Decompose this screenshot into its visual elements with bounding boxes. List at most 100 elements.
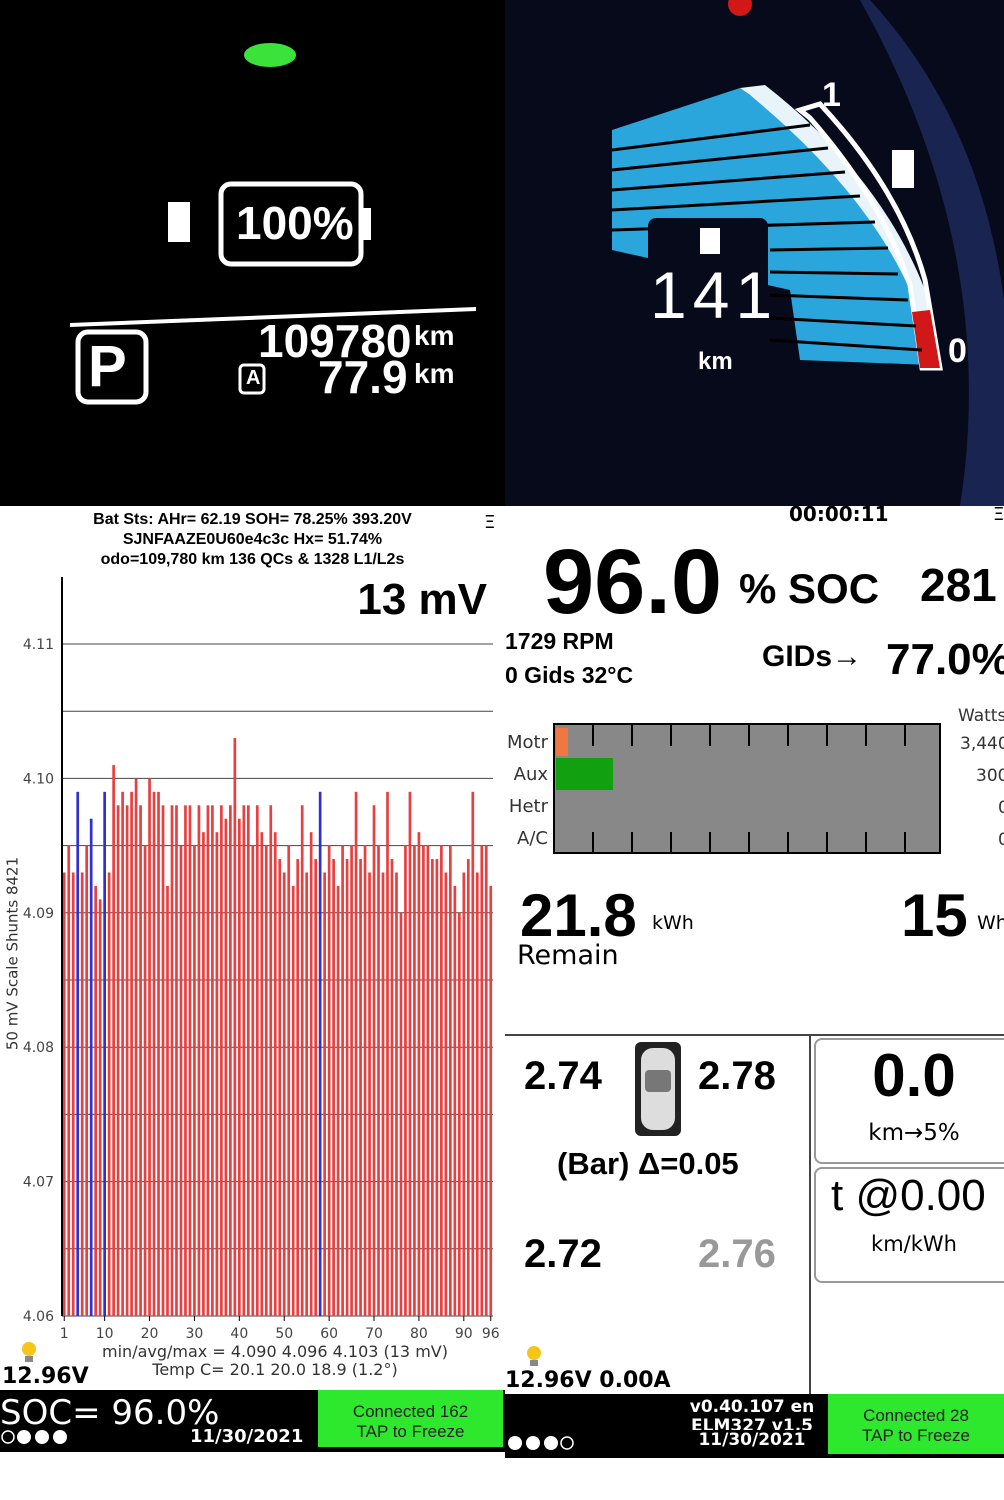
- x-tick-label: 40: [230, 1326, 248, 1342]
- efficiency-unit: km/kWh: [871, 1232, 957, 1256]
- power-row-label: Motr: [506, 732, 548, 753]
- distance-box: [814, 1038, 1004, 1164]
- dashboard-graphics: [69, 0, 1004, 506]
- tire-rear-left: 2.72: [524, 1232, 602, 1276]
- dashboard-photo: 100% P 109780 km A 77.9 km 141 km 1 0: [0, 0, 1004, 506]
- x-tick-label: 10: [96, 1326, 114, 1342]
- soc-value: 96.0: [543, 531, 723, 633]
- gids-label: GIDs→: [762, 640, 863, 673]
- cell-bar: [255, 805, 259, 1316]
- cell-bar: [246, 805, 250, 1316]
- cell-bar: [94, 885, 98, 1316]
- cell-bar: [305, 872, 309, 1316]
- cell-bar: [242, 805, 246, 1316]
- cell-bar: [121, 791, 124, 1316]
- freeze-button[interactable]: Connected 28 TAP to Freeze: [828, 1394, 1004, 1454]
- trip-label: A: [246, 367, 261, 389]
- button-line: TAP to Freeze: [356, 1422, 465, 1441]
- gids-percent: 77.0%: [886, 635, 1004, 684]
- cell-bar: [152, 791, 156, 1316]
- y-tick-label: 4.08: [23, 1040, 54, 1056]
- trip: 77.9: [318, 351, 408, 403]
- cell-bar: [269, 805, 273, 1316]
- cell-bar: [260, 832, 264, 1316]
- cell-bar: [71, 872, 75, 1316]
- x-tick-label: 90: [455, 1326, 473, 1342]
- aux-voltage-current: 12.96V 0.00A: [505, 1368, 671, 1393]
- cell-bar: [440, 845, 443, 1316]
- cell-bar: [264, 845, 268, 1316]
- cell-bar: [206, 805, 210, 1316]
- menu-icon[interactable]: Ξ: [993, 506, 1004, 525]
- cell-bar: [103, 791, 106, 1316]
- cell-bar: [471, 791, 475, 1316]
- cell-bar: [291, 885, 295, 1316]
- cell-bar: [139, 805, 142, 1316]
- y-tick-label: 4.11: [23, 637, 54, 653]
- cell-bar: [229, 805, 232, 1316]
- gauge-empty: 0: [948, 332, 967, 370]
- tire-front-right: 2.78: [698, 1054, 776, 1098]
- wh-value: 15: [901, 882, 968, 949]
- stats: min/avg/max = 4.090 4.096 4.103 (13 mV): [102, 1342, 448, 1361]
- wh-unit: Wh: [977, 912, 1004, 934]
- power-panel: [553, 723, 941, 854]
- cell-bar: [399, 912, 403, 1316]
- main-screen: 00:00:11 Ξ 96.0 % SOC 281 1729 RPM 0 Gid…: [505, 506, 1004, 1500]
- header-line: odo=109,780 km 136 QCs & 1328 L1/L2s: [100, 551, 405, 568]
- temperatures: Temp C= 20.1 20.0 18.9 (1.2°): [152, 1360, 398, 1379]
- cell-bar: [273, 832, 277, 1316]
- power-row-watts: 0: [998, 798, 1004, 818]
- cell-bar: [89, 818, 93, 1316]
- cell-bar: [390, 859, 394, 1316]
- cell-bar: [98, 899, 102, 1316]
- cell-bar: [484, 845, 488, 1316]
- cell-bar: [422, 845, 425, 1316]
- energy-unit: kWh: [652, 912, 694, 934]
- energy-value: 21.8: [520, 882, 637, 949]
- cell-bar: [197, 805, 201, 1316]
- watts-unit: Watts: [958, 706, 1004, 726]
- cell-bar: [417, 832, 421, 1316]
- x-tick-label: 20: [141, 1326, 159, 1342]
- cell-bar: [453, 885, 457, 1316]
- cell-bar: [233, 738, 237, 1316]
- cell-bar: [188, 805, 192, 1316]
- cell-bar: [350, 845, 353, 1316]
- cell-bar: [202, 832, 205, 1316]
- cell-bar: [332, 859, 335, 1316]
- cell-bar: [300, 805, 304, 1316]
- cell-bar: [475, 872, 479, 1316]
- cell-bar: [404, 845, 407, 1316]
- menu-icon[interactable]: Ξ: [484, 512, 496, 533]
- cell-bar: [76, 791, 80, 1316]
- gear: P: [88, 334, 127, 399]
- cell-bar: [224, 818, 228, 1316]
- tire-rear-right: 2.76: [698, 1232, 776, 1276]
- cell-bar: [395, 872, 398, 1316]
- power-row-label: A/C: [517, 828, 548, 849]
- cell-bar: [112, 764, 115, 1316]
- efficiency-box: [814, 1167, 1004, 1283]
- y-tick-label: 4.06: [23, 1309, 54, 1325]
- cell-bar: [62, 872, 66, 1316]
- x-tick-label: 60: [320, 1326, 338, 1342]
- cell-bar: [426, 845, 430, 1316]
- button-line: Connected 28: [863, 1406, 969, 1425]
- cell-bar: [80, 872, 84, 1316]
- bulb-icon: [527, 1346, 541, 1366]
- date: 11/30/2021: [698, 1430, 806, 1450]
- cell-bar: [314, 859, 318, 1316]
- adapter: ELM327 v1.5: [691, 1418, 813, 1430]
- cell-bar: [345, 859, 349, 1316]
- y-axis-label: 50 mV Scale Shunts 8421: [3, 856, 22, 1051]
- x-tick-label: 96: [482, 1326, 500, 1342]
- freeze-button[interactable]: Connected 162 TAP to Freeze: [318, 1390, 503, 1447]
- bulb-icon: [22, 1342, 36, 1362]
- cell-bar: [377, 845, 380, 1316]
- energy-label: Remain: [517, 940, 619, 971]
- cell-bar: [251, 845, 255, 1316]
- soc-unit: % SOC: [739, 565, 880, 612]
- version: v0.40.107 en: [689, 1397, 815, 1417]
